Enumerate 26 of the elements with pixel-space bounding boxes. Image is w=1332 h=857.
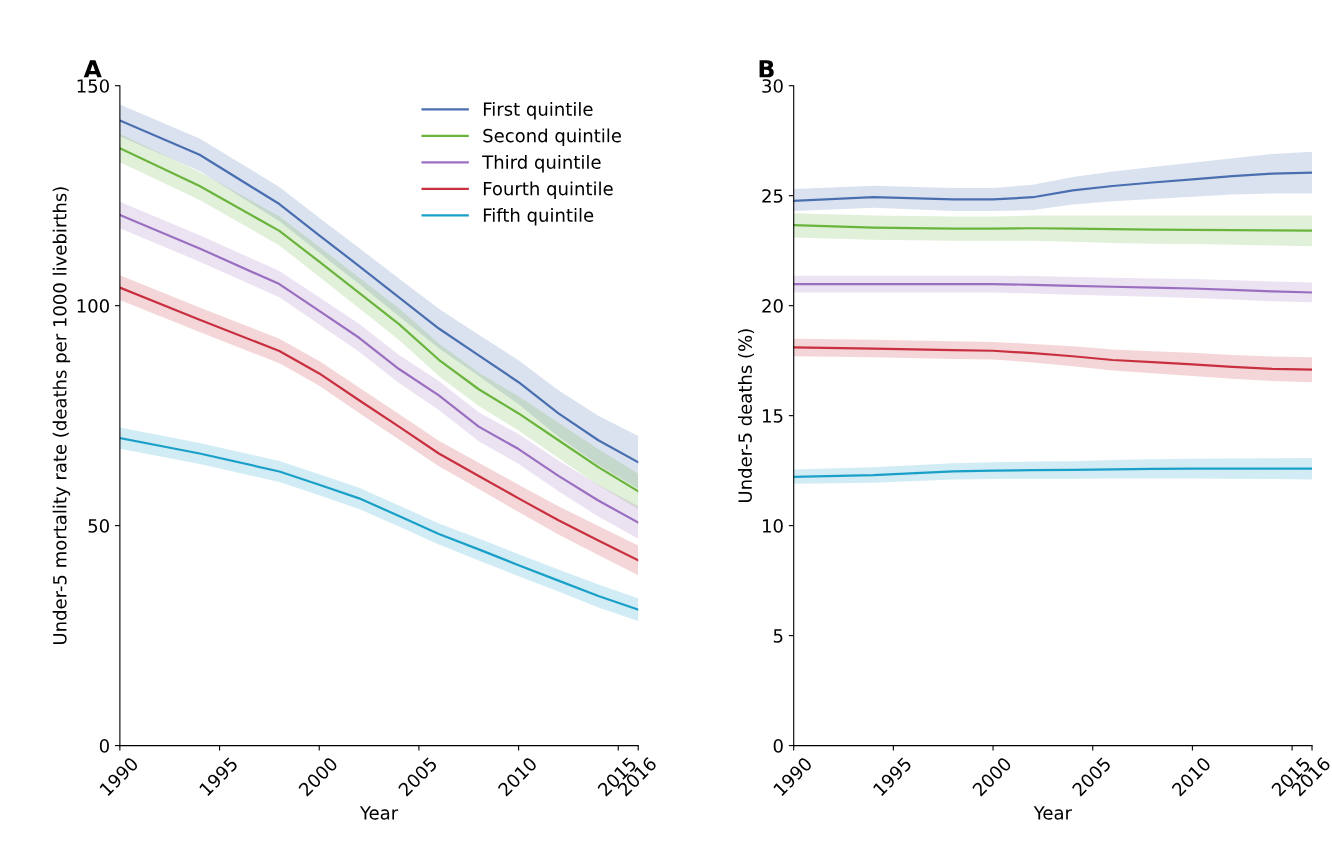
chart-title: A [83, 60, 102, 78]
chart-title: B [759, 60, 774, 78]
y-tick-label: 10 [762, 519, 783, 533]
y-tick-label: 25 [762, 189, 783, 203]
y-tick-label: 150 [77, 79, 109, 93]
line-series [793, 283, 1313, 294]
y-tick-label: 20 [762, 299, 783, 313]
y-axis-title: Under-5 deaths (%) [737, 329, 755, 502]
y-axis-title: Under-5 mortality rate (deaths per 1000 livebirths) [52, 187, 71, 645]
legend-label: Third quintile [482, 154, 601, 173]
legend-label: Fourth quintile [483, 181, 613, 199]
y-tick-label: 30 [762, 79, 783, 93]
x-axis-title: Year [359, 806, 399, 820]
x-axis-title: Year [1033, 806, 1072, 820]
legend-label: Second quintile [483, 128, 621, 146]
y-tick-label: 0 [99, 739, 109, 753]
line-series [793, 171, 1313, 202]
y-tick-label: 15 [762, 409, 783, 423]
legend-label: First quintile [483, 101, 593, 120]
y-tick-label: 0 [773, 739, 783, 753]
y-tick-label: 50 [88, 519, 109, 533]
y-tick-label: 5 [773, 629, 783, 643]
line-series [793, 467, 1313, 478]
y-tick-label: 100 [77, 299, 109, 313]
line-series [793, 346, 1313, 371]
legend-label: Fifth quintile [483, 207, 594, 226]
